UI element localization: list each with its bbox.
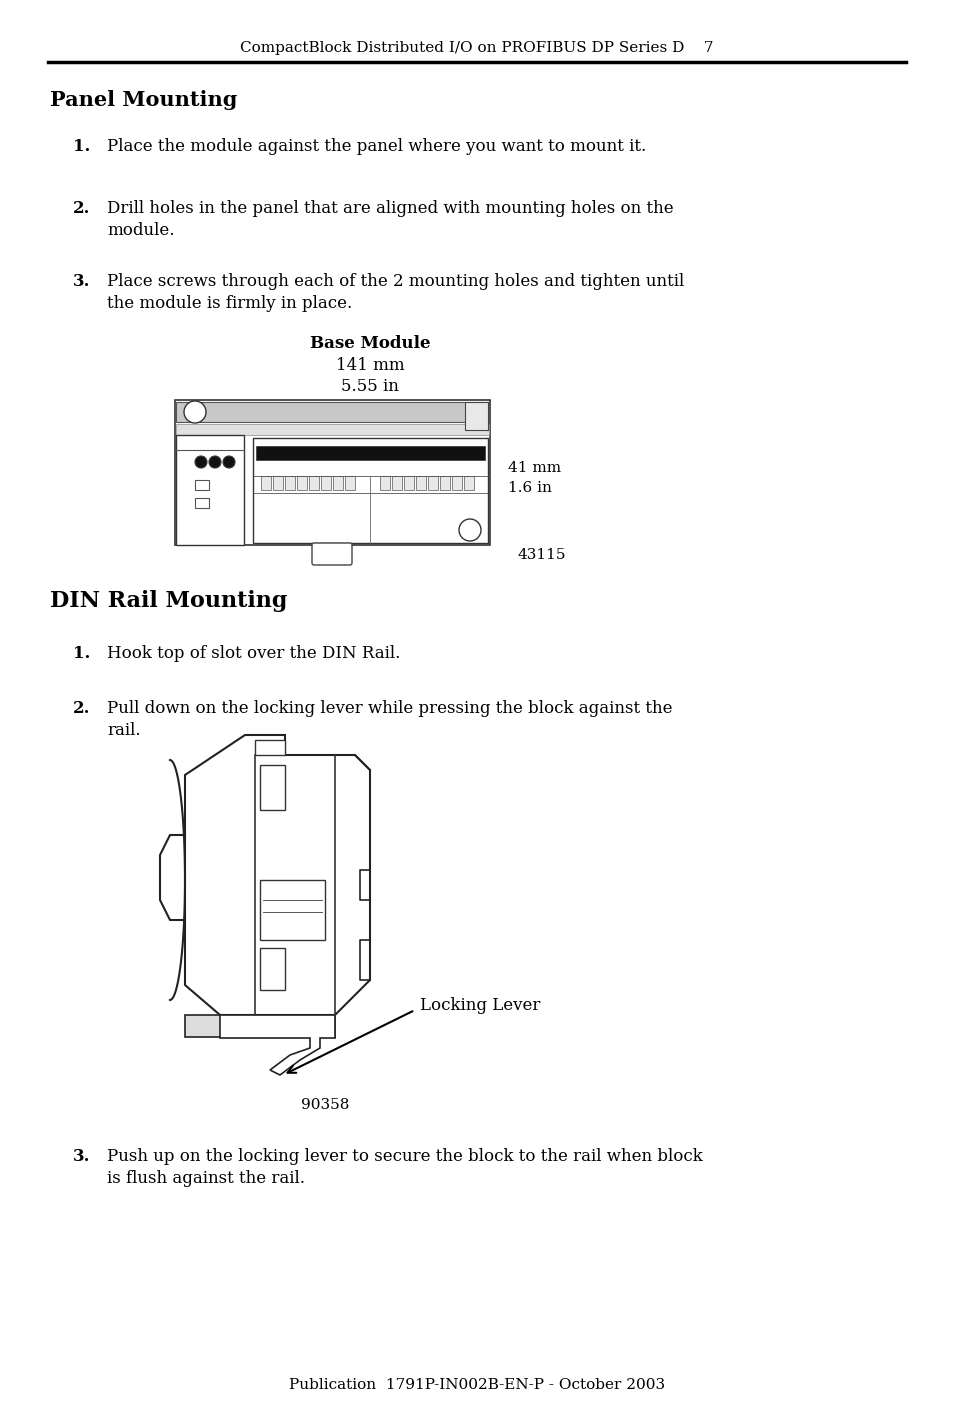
Text: Hook top of slot over the DIN Rail.: Hook top of slot over the DIN Rail. — [107, 645, 400, 662]
Bar — [260, 948, 285, 990]
Bar — [175, 434, 244, 546]
Text: Locking Lever: Locking Lever — [419, 997, 539, 1014]
Text: 3.: 3. — [73, 1149, 91, 1166]
FancyBboxPatch shape — [312, 543, 352, 565]
Bar — [175, 402, 489, 422]
Circle shape — [209, 456, 221, 468]
Bar — [345, 477, 355, 491]
Bar — [194, 498, 209, 508]
Bar — [463, 477, 474, 491]
Polygon shape — [260, 880, 325, 941]
Text: Panel Mounting: Panel Mounting — [50, 90, 237, 110]
Circle shape — [223, 456, 234, 468]
Bar — [320, 477, 331, 491]
Bar — [194, 479, 209, 491]
Text: 43115: 43115 — [517, 548, 566, 562]
Text: 90358: 90358 — [300, 1098, 349, 1112]
Bar — [333, 477, 343, 491]
Text: Place the module against the panel where you want to mount it.: Place the module against the panel where… — [107, 138, 645, 155]
Text: 41 mm: 41 mm — [507, 461, 560, 475]
Circle shape — [194, 456, 207, 468]
Bar — [255, 446, 484, 460]
Text: 2.: 2. — [73, 200, 91, 217]
Bar — [452, 477, 461, 491]
Text: Base Module: Base Module — [310, 335, 430, 352]
Text: 1.6 in: 1.6 in — [507, 481, 551, 495]
Polygon shape — [220, 1015, 335, 1076]
Polygon shape — [185, 735, 370, 1015]
Bar — [273, 477, 283, 491]
Text: 2.: 2. — [73, 700, 91, 717]
Bar — [175, 425, 489, 434]
Text: is flush against the rail.: is flush against the rail. — [107, 1170, 305, 1187]
Text: Place screws through each of the 2 mounting holes and tighten until: Place screws through each of the 2 mount… — [107, 273, 683, 290]
Bar — [185, 1015, 335, 1038]
Bar — [416, 477, 426, 491]
Text: module.: module. — [107, 222, 174, 239]
Text: rail.: rail. — [107, 723, 140, 740]
Text: 3.: 3. — [73, 273, 91, 290]
Text: 141 mm: 141 mm — [335, 357, 404, 374]
Text: Push up on the locking lever to secure the block to the rail when block: Push up on the locking lever to secure t… — [107, 1149, 702, 1166]
Text: the module is firmly in place.: the module is firmly in place. — [107, 295, 352, 312]
Bar — [439, 477, 450, 491]
Text: 1.: 1. — [73, 645, 91, 662]
Bar — [285, 477, 294, 491]
Bar — [464, 402, 488, 430]
Bar — [296, 477, 307, 491]
Text: CompactBlock Distributed I/O on PROFIBUS DP Series D    7: CompactBlock Distributed I/O on PROFIBUS… — [240, 41, 713, 55]
Bar — [392, 477, 401, 491]
Bar — [261, 477, 271, 491]
Polygon shape — [254, 740, 285, 755]
Bar — [260, 765, 285, 810]
Text: DIN Rail Mounting: DIN Rail Mounting — [50, 591, 287, 612]
Text: Pull down on the locking lever while pressing the block against the: Pull down on the locking lever while pre… — [107, 700, 672, 717]
Text: Drill holes in the panel that are aligned with mounting holes on the: Drill holes in the panel that are aligne… — [107, 200, 673, 217]
Circle shape — [184, 401, 206, 423]
Text: 1.: 1. — [73, 138, 91, 155]
Text: Publication  1791P-IN002B-EN-P - October 2003: Publication 1791P-IN002B-EN-P - October … — [289, 1378, 664, 1392]
Bar — [403, 477, 414, 491]
Bar — [174, 399, 490, 546]
Text: 5.55 in: 5.55 in — [341, 378, 398, 395]
Circle shape — [458, 519, 480, 541]
Bar — [428, 477, 437, 491]
Bar — [309, 477, 318, 491]
Bar — [253, 439, 488, 543]
Bar — [379, 477, 390, 491]
